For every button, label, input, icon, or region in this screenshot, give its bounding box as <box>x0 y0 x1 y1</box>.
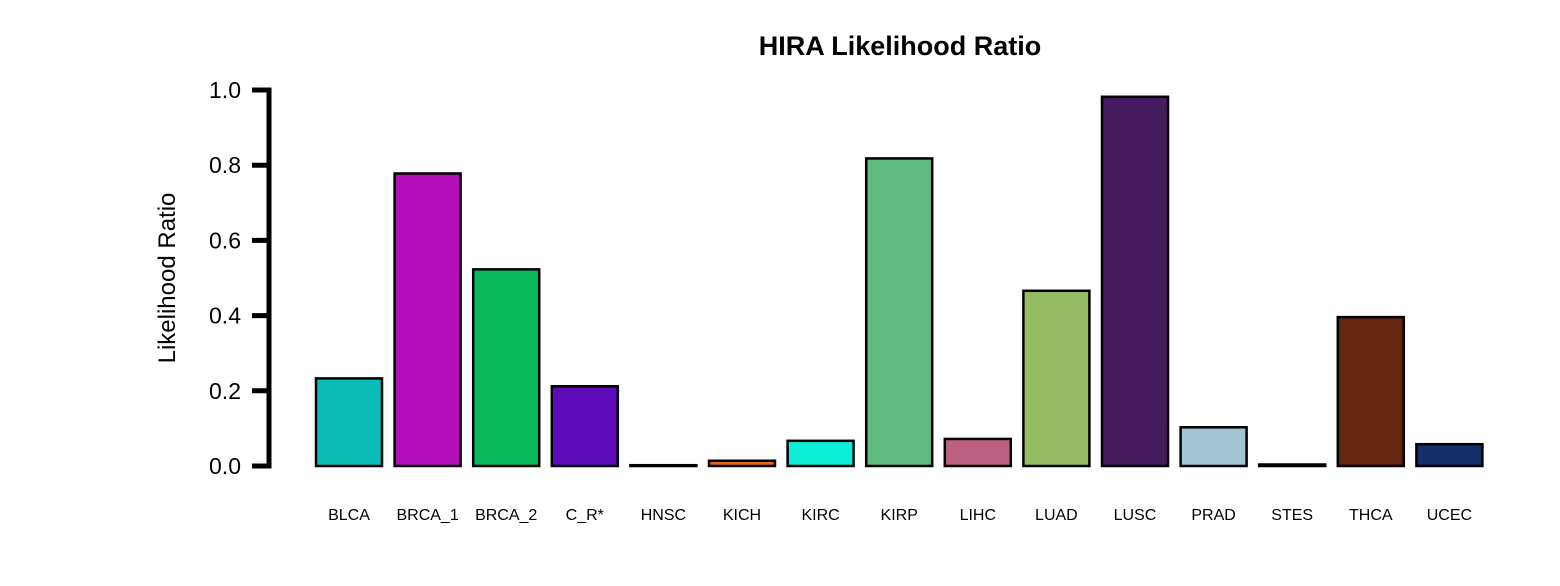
x-tick-label: KICH <box>723 507 761 524</box>
x-tick-label: KIRP <box>881 507 918 524</box>
y-tick-label: 0.2 <box>209 378 241 404</box>
x-tick-label: UCEC <box>1427 507 1472 524</box>
bar-kich <box>707 459 777 468</box>
bar-brca-1 <box>393 172 462 468</box>
x-tick-label: BRCA_2 <box>475 507 537 524</box>
y-tick-label: 0.4 <box>209 303 241 329</box>
x-tick-label: C_R* <box>566 507 604 524</box>
bar-hnsc <box>629 463 698 468</box>
x-tick-labels: BLCA BRCA_1 BRCA_2 C_R* HNSC KICH KIRC KIRP LIHC… <box>328 507 1472 524</box>
x-tick-label: STES <box>1271 507 1313 524</box>
bar-c-r <box>550 385 620 468</box>
bar-kirc <box>786 439 855 468</box>
x-tick-label: BRCA_1 <box>396 507 458 524</box>
y-tick-label: 0.6 <box>209 227 241 253</box>
bar-prad <box>1179 426 1248 468</box>
bar-thca <box>1336 315 1406 468</box>
x-tick-label: THCA <box>1349 507 1393 524</box>
bars-group <box>314 95 1484 468</box>
bar-luad <box>1022 289 1091 468</box>
y-axis: 0.0 0.2 0.4 0.6 0.8 1.0 <box>209 77 272 479</box>
x-tick-label: BLCA <box>328 507 370 524</box>
y-tick-label: 0.8 <box>209 152 241 178</box>
bar-blca <box>314 377 384 468</box>
x-tick-label: LUSC <box>1114 507 1157 524</box>
x-tick-label: HNSC <box>641 507 686 524</box>
y-axis-label: Likelihood Ratio <box>154 193 181 364</box>
bar-stes <box>1257 463 1327 468</box>
bar-lusc <box>1100 95 1170 468</box>
y-tick-label: 1.0 <box>209 77 241 103</box>
x-tick-label: LUAD <box>1035 507 1078 524</box>
x-tick-label: PRAD <box>1191 507 1235 524</box>
y-tick-label: 0.0 <box>209 453 241 479</box>
chart-title: HIRA Likelihood Ratio <box>759 31 1042 61</box>
x-tick-label: KIRC <box>801 507 839 524</box>
bar-kirp <box>864 157 934 468</box>
x-tick-label: LIHC <box>960 507 996 524</box>
bar-brca-2 <box>471 268 541 468</box>
bar-lihc <box>943 437 1013 468</box>
bar-ucec <box>1415 442 1484 468</box>
